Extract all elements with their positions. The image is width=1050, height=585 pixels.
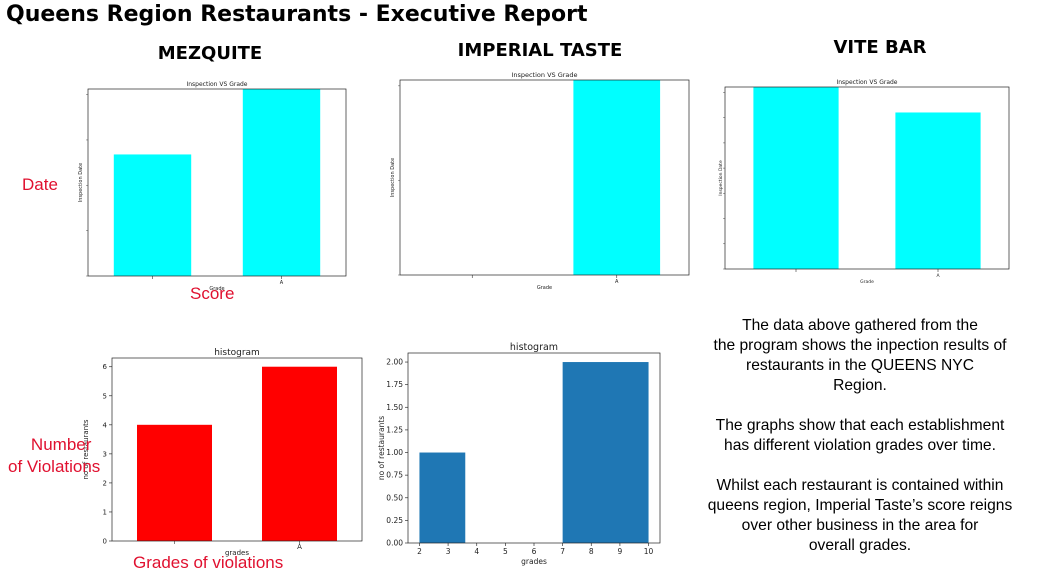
plot-frame <box>111 357 363 542</box>
imperial-histogram-chart: histogram 2 3 4 5 6 7 8 9 10 0.00 0.25 0.50 0.75 1.00 1… <box>370 340 665 573</box>
mezquite-histogram-chart: histogram A 0 1 2 3 4 5 6 no of restaurants grades <box>82 345 366 572</box>
y-tick-label: 1.75 <box>386 380 403 389</box>
bar <box>753 87 839 269</box>
x-tick-label: 6 <box>532 547 537 556</box>
x-tick-label: 9 <box>618 547 623 556</box>
bar <box>262 366 337 541</box>
summary-paragraph-3: Whilst each restaurant is contained with… <box>684 476 1036 556</box>
y-tick-label: 6 <box>103 363 108 371</box>
chart-title: Inspection VS Grade <box>836 79 897 86</box>
y-tick-label: 5 <box>103 392 107 400</box>
y-axis-label: Inspection Date <box>390 158 396 197</box>
plot-frame <box>399 79 690 276</box>
restaurant-title-imperial-taste: IMPERIAL TASTE <box>457 40 623 61</box>
y-axis-label: no of restaurants <box>377 416 386 480</box>
restaurant-title-mezquite: MEZQUITE <box>157 43 263 64</box>
summary-paragraph-2: The graphs show that each establishment … <box>684 416 1036 456</box>
imperial-inspection-chart: Inspection VS Grade A Inspection Date Grade <box>385 68 695 301</box>
grades-of-violations-annotation: Grades of violations <box>133 553 284 572</box>
x-axis-label: grades <box>225 549 249 557</box>
chart-title: histogram <box>214 348 260 358</box>
y-tick-label: 0.25 <box>386 516 403 525</box>
summary-paragraph-1: The data above gathered from the the pro… <box>684 316 1036 396</box>
bar <box>895 112 981 269</box>
summary-line: queens region, Imperial Taste’s score re… <box>707 497 1013 514</box>
y-tick-label: 0 <box>103 538 107 546</box>
summary-line: has different violation grades over time… <box>724 437 996 454</box>
summary-line: overall grades. <box>808 537 912 554</box>
y-axis-label: no of restaurants <box>82 419 90 479</box>
annotation-line-1: Number <box>30 435 92 454</box>
y-tick-label: 3 <box>103 450 107 458</box>
x-tick-label: A <box>615 279 619 285</box>
y-axis-label: Inspection Date <box>718 160 724 196</box>
summary-text: The data above gathered from the the pro… <box>684 316 1036 576</box>
histogram-bar <box>562 362 649 543</box>
report-title: Queens Region Restaurants - Executive Re… <box>6 2 588 27</box>
y-tick-label: 2.00 <box>386 358 403 367</box>
score-annotation: Score <box>190 284 235 303</box>
summary-line: the program shows the inpection results … <box>713 337 1007 354</box>
y-tick-label: 2 <box>103 479 107 487</box>
x-tick-label: A <box>936 273 940 279</box>
restaurant-title-vite-bar: VITE BAR <box>833 37 927 58</box>
chart-title: Inspection VS Grade <box>511 71 577 79</box>
x-axis-label: Grade <box>537 285 552 291</box>
chart-title: Inspection VS Grade <box>186 81 247 88</box>
x-tick-label: 4 <box>474 547 479 556</box>
summary-line: Region. <box>833 377 887 394</box>
number-of-violations-annotation: Number of Violations <box>8 434 100 478</box>
bar <box>137 424 212 541</box>
y-tick-label: 1.25 <box>386 425 403 434</box>
plot-frame <box>87 88 347 277</box>
x-tick-label: 10 <box>644 547 654 556</box>
vitebar-inspection-chart: Inspection VS Grade A Inspection Date Grade <box>716 75 1018 295</box>
y-tick-label: 1.00 <box>386 448 403 457</box>
mezquite-inspection-chart: Inspection VS Grade A Inspection Date Grade <box>62 76 362 295</box>
x-tick-label: 2 <box>417 547 422 556</box>
y-axis-label: Inspection Date <box>78 163 84 202</box>
y-tick-label: 4 <box>103 421 108 429</box>
x-axis-label: grades <box>521 557 547 566</box>
x-tick-label: 3 <box>446 547 451 556</box>
y-tick-label: 0.50 <box>386 493 403 502</box>
chart-title: histogram <box>510 342 558 353</box>
x-tick-label: A <box>280 280 284 286</box>
y-tick-label: 0.00 <box>386 539 403 548</box>
summary-line: over other business in the area for <box>741 517 979 534</box>
annotation-line-2: of Violations <box>8 457 101 476</box>
y-tick-label: 0.75 <box>386 471 403 480</box>
plot-frame <box>407 352 661 544</box>
x-axis-label: Grade <box>860 279 874 285</box>
date-annotation: Date <box>22 175 58 194</box>
plot-frame <box>724 86 1010 270</box>
bar <box>242 89 321 276</box>
x-tick-label: A <box>297 543 302 551</box>
y-tick-label: 1 <box>103 508 107 516</box>
x-tick-label: 7 <box>560 547 565 556</box>
x-axis-label: Grade <box>209 286 224 290</box>
summary-line: The data above gathered from the <box>742 317 978 334</box>
x-tick-label: 8 <box>589 547 594 556</box>
y-tick-label: 1.50 <box>386 403 403 412</box>
histogram-bar <box>419 452 466 543</box>
summary-line: Whilst each restaurant is contained with… <box>716 477 1004 494</box>
summary-line: The graphs show that each establishment <box>715 417 1005 434</box>
bar <box>113 154 192 276</box>
x-tick-label: 5 <box>503 547 508 556</box>
summary-line: restaurants in the QUEENS NYC <box>746 357 974 374</box>
bar <box>573 80 661 275</box>
